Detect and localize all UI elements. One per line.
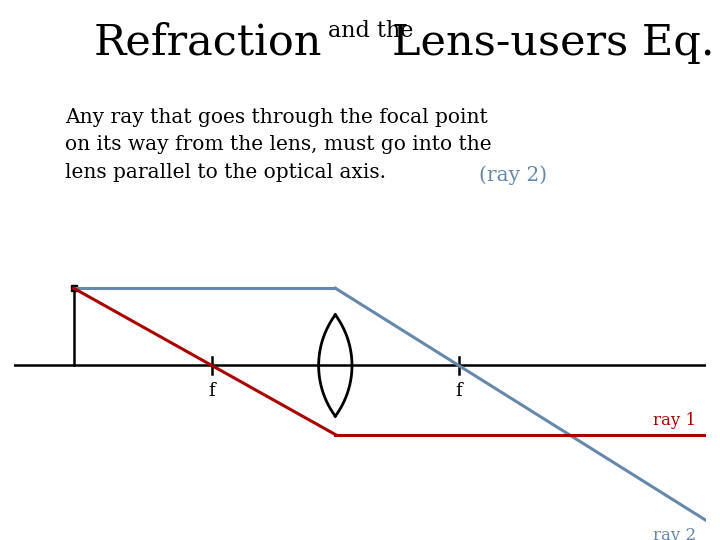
Text: Lens-users Eq.: Lens-users Eq.	[392, 22, 715, 64]
Text: Any ray that goes through the focal point
on its way from the lens, must go into: Any ray that goes through the focal poin…	[65, 108, 492, 181]
Text: f: f	[209, 382, 215, 400]
Text: ray 2: ray 2	[652, 528, 696, 540]
Text: Refraction: Refraction	[94, 22, 322, 64]
Text: f: f	[456, 382, 462, 400]
Text: ray 1: ray 1	[652, 411, 696, 429]
Text: (ray 2): (ray 2)	[479, 166, 547, 185]
Text: and the: and the	[328, 20, 413, 42]
